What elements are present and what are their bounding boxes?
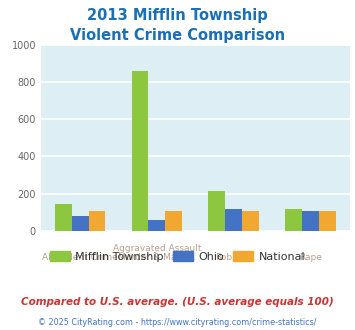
Bar bbox=[55, 204, 72, 231]
Bar bbox=[225, 209, 242, 231]
Text: All Violent Crime: All Violent Crime bbox=[42, 253, 118, 262]
Bar bbox=[132, 71, 148, 231]
Text: © 2025 CityRating.com - https://www.cityrating.com/crime-statistics/: © 2025 CityRating.com - https://www.city… bbox=[38, 318, 317, 327]
Bar bbox=[165, 212, 182, 231]
Bar bbox=[89, 211, 105, 231]
Bar bbox=[285, 209, 302, 231]
Legend: Mifflin Township, Ohio, National: Mifflin Township, Ohio, National bbox=[45, 247, 310, 267]
Text: Robbery: Robbery bbox=[215, 253, 252, 262]
Bar bbox=[208, 191, 225, 231]
Bar bbox=[242, 212, 259, 231]
Text: Murder & Mans...: Murder & Mans... bbox=[118, 253, 196, 262]
Text: 2013 Mifflin Township: 2013 Mifflin Township bbox=[87, 8, 268, 23]
Text: Compared to U.S. average. (U.S. average equals 100): Compared to U.S. average. (U.S. average … bbox=[21, 297, 334, 307]
Text: Rape: Rape bbox=[299, 253, 322, 262]
Bar bbox=[148, 220, 165, 231]
Bar bbox=[302, 212, 319, 231]
Bar bbox=[72, 216, 89, 231]
Bar bbox=[319, 212, 335, 231]
Text: Violent Crime Comparison: Violent Crime Comparison bbox=[70, 28, 285, 43]
Text: Aggravated Assault: Aggravated Assault bbox=[113, 244, 201, 253]
